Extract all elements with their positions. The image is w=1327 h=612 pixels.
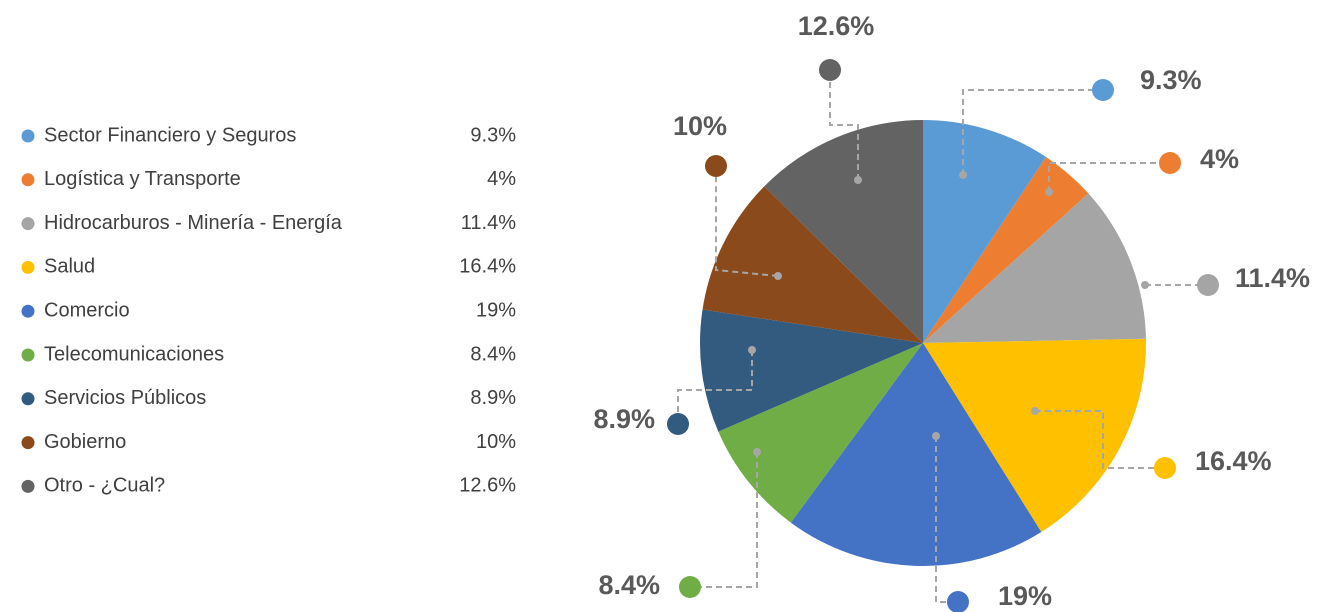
pie-slice [700,309,923,432]
callout-marker [1154,457,1176,479]
legend-value: 8.9% [470,387,516,409]
data-label: 8.4% [598,570,660,600]
legend-marker [21,392,35,406]
leader-line [690,452,758,588]
leader-dot [959,171,967,179]
leader-dot [932,432,940,440]
leader-dot [1045,188,1053,196]
leader-line [677,350,753,424]
callout-marker [1159,152,1181,174]
data-label: 12.6% [798,11,875,41]
legend-marker [21,217,35,231]
legend-marker [21,348,35,362]
leader-dot [753,448,761,456]
leader-line [829,70,859,180]
data-label: 10% [673,111,727,141]
callout-marker [679,576,701,598]
legend-label: Salud [44,256,95,278]
legend-value: 9.3% [470,124,516,146]
legend-marker [21,173,35,187]
data-label: 4% [1200,144,1239,174]
legend-value: 19% [476,299,516,321]
pie-slice [923,120,1047,343]
pie-slice [923,193,1146,343]
legend-label: Otro - ¿Cual? [44,475,165,497]
callout-marker [667,413,689,435]
pie-slice [923,157,1089,343]
pie-slice [764,120,923,343]
legend-label: Telecomunicaciones [44,343,224,365]
legend-label: Logística y Transporte [44,168,241,190]
leader-dot [748,346,756,354]
pie-slice [923,338,1146,533]
leader-line [962,89,1103,175]
legend-label: Hidrocarburos - Minería - Energía [44,212,343,234]
leader-dot [1031,407,1039,415]
legend-value: 12.6% [459,475,516,497]
legend-marker [21,479,35,493]
callout-marker [705,155,727,177]
leader-line [715,166,779,277]
legend-label: Gobierno [44,431,126,453]
data-label: 11.4% [1235,263,1310,293]
legend-label: Servicios Públicos [44,387,206,409]
data-label: 9.3% [1140,65,1202,95]
legend-value: 8.4% [470,343,516,365]
legend-label: Comercio [44,299,130,321]
callout-marker [819,59,841,81]
data-label: 8.9% [593,404,655,434]
pie-slice [790,343,1042,566]
legend-marker [21,129,35,143]
legend-label: Sector Financiero y Seguros [44,124,296,146]
pie-slice [718,343,923,523]
legend-value: 11.4% [461,212,516,234]
legend-value: 4% [487,168,516,190]
leader-dot [1141,281,1149,289]
leader-dot [774,272,782,280]
legend-marker [21,304,35,318]
pie-slice [702,186,923,343]
legend-value: 16.4% [459,256,516,278]
legend-marker [21,436,35,450]
legend-value: 10% [476,431,516,453]
leader-dot [854,176,862,184]
legend-marker [21,260,35,274]
callout-marker [947,591,969,612]
callout-marker [1092,79,1114,101]
leader-line [1035,410,1165,469]
callout-marker [1197,274,1219,296]
data-label: 19% [998,581,1052,611]
data-label: 16.4% [1195,446,1272,476]
